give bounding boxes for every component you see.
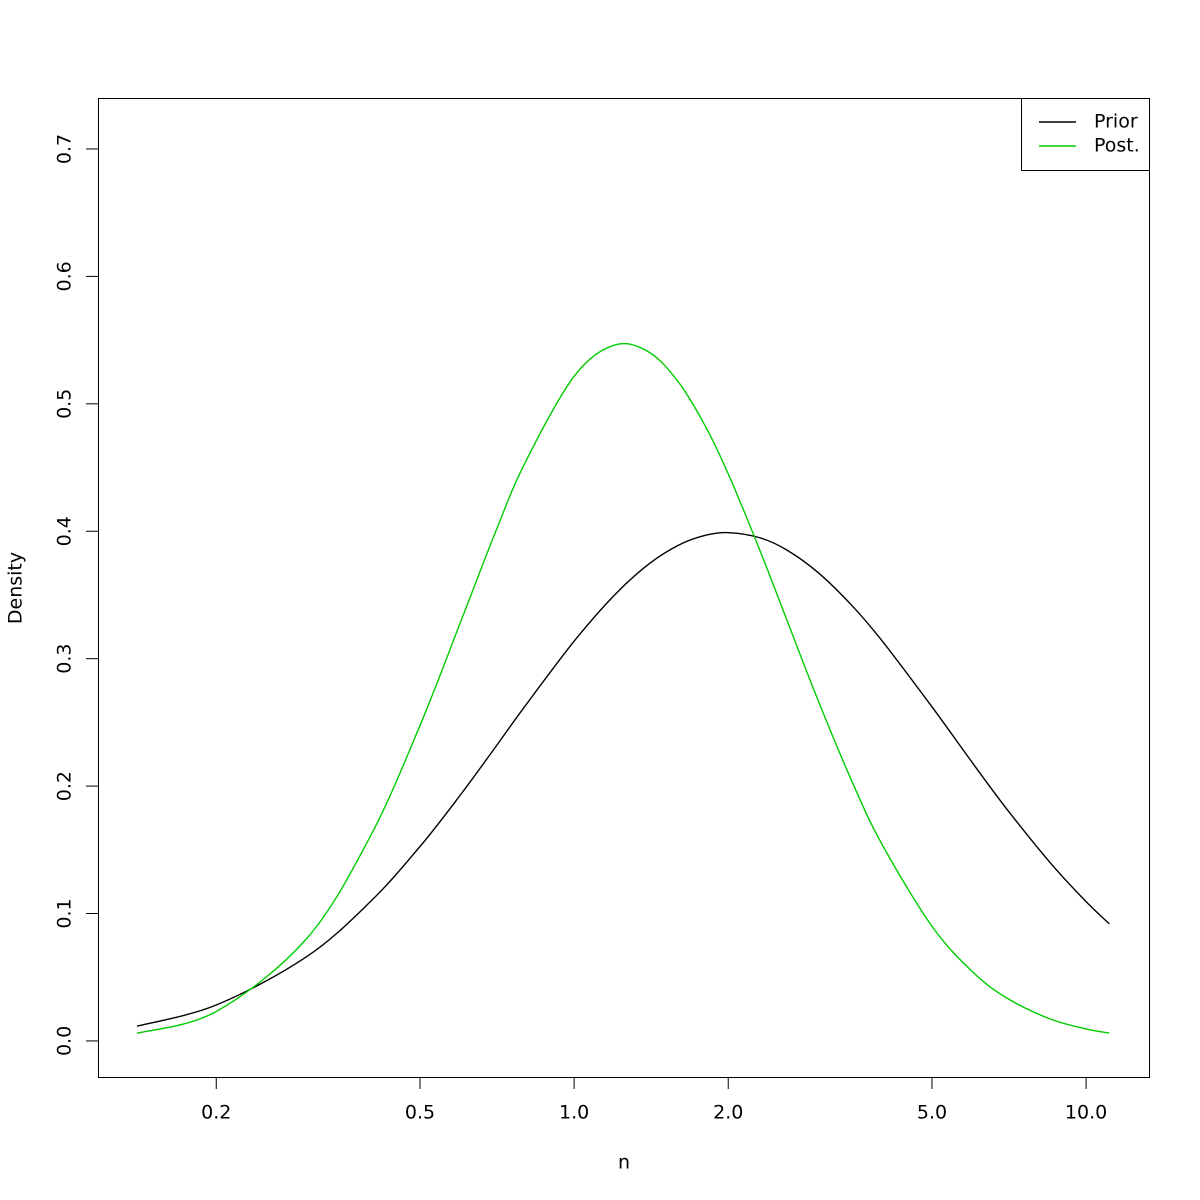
x-tick-label: 1.0 [559,1102,589,1124]
y-tick-label: 0.1 [54,898,76,928]
y-axis-label: Density [5,552,27,624]
y-tick-label: 0.3 [54,644,76,674]
y-tick-label: 0.7 [54,134,76,164]
legend-label: Prior [1094,111,1138,133]
series-line [136,342,1110,1034]
y-tick-label: 0.6 [54,261,76,291]
y-tick-label: 0.5 [54,389,76,419]
x-tick-label: 2.0 [713,1102,743,1124]
series-line [136,531,1110,1027]
legend-label: Post. [1094,135,1140,157]
x-tick-label: 0.5 [405,1102,435,1124]
x-tick-label: 10.0 [1065,1102,1107,1124]
y-tick-label: 0.4 [54,516,76,546]
x-tick-label: 0.2 [201,1102,231,1124]
x-axis-label: n [618,1152,630,1174]
x-tick-label: 5.0 [917,1102,947,1124]
y-tick-label: 0.0 [54,1026,76,1056]
y-tick-label: 0.2 [54,771,76,801]
legend-box [1021,98,1150,171]
